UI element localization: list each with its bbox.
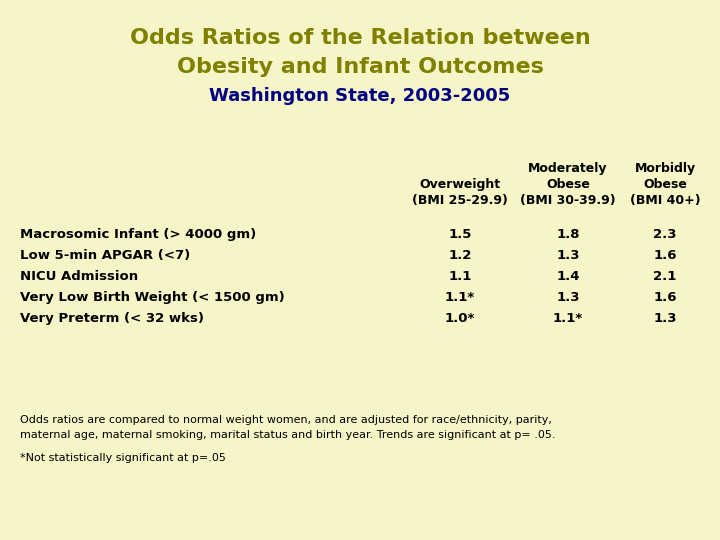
Text: 1.6: 1.6 xyxy=(653,291,677,304)
Text: (BMI 30-39.9): (BMI 30-39.9) xyxy=(520,194,616,207)
Text: Very Low Birth Weight (< 1500 gm): Very Low Birth Weight (< 1500 gm) xyxy=(20,291,284,304)
Text: 1.5: 1.5 xyxy=(449,228,472,241)
Text: Odds ratios are compared to normal weight women, and are adjusted for race/ethni: Odds ratios are compared to normal weigh… xyxy=(20,415,552,425)
Text: Overweight: Overweight xyxy=(420,178,500,191)
Text: Very Preterm (< 32 wks): Very Preterm (< 32 wks) xyxy=(20,312,204,325)
Text: Obese: Obese xyxy=(643,178,687,191)
Text: Obese: Obese xyxy=(546,178,590,191)
Text: maternal age, maternal smoking, marital status and birth year. Trends are signif: maternal age, maternal smoking, marital … xyxy=(20,430,556,440)
Text: 1.2: 1.2 xyxy=(449,249,472,262)
Text: 1.6: 1.6 xyxy=(653,249,677,262)
Text: Macrosomic Infant (> 4000 gm): Macrosomic Infant (> 4000 gm) xyxy=(20,228,256,241)
Text: Low 5-min APGAR (<7): Low 5-min APGAR (<7) xyxy=(20,249,190,262)
Text: (BMI 25-29.9): (BMI 25-29.9) xyxy=(412,194,508,207)
Text: 1.3: 1.3 xyxy=(557,249,580,262)
Text: Morbidly: Morbidly xyxy=(634,162,696,175)
Text: 1.4: 1.4 xyxy=(557,270,580,283)
Text: Odds Ratios of the Relation between: Odds Ratios of the Relation between xyxy=(130,28,590,48)
Text: *Not statistically significant at p=.05: *Not statistically significant at p=.05 xyxy=(20,453,226,463)
Text: 2.1: 2.1 xyxy=(653,270,677,283)
Text: 1.8: 1.8 xyxy=(557,228,580,241)
Text: 1.0*: 1.0* xyxy=(445,312,475,325)
Text: NICU Admission: NICU Admission xyxy=(20,270,138,283)
Text: 1.3: 1.3 xyxy=(557,291,580,304)
Text: 1.1*: 1.1* xyxy=(445,291,475,304)
Text: Moderately: Moderately xyxy=(528,162,608,175)
Text: 1.3: 1.3 xyxy=(653,312,677,325)
Text: (BMI 40+): (BMI 40+) xyxy=(630,194,701,207)
Text: 2.3: 2.3 xyxy=(653,228,677,241)
Text: Obesity and Infant Outcomes: Obesity and Infant Outcomes xyxy=(176,57,544,77)
Text: 1.1: 1.1 xyxy=(449,270,472,283)
Text: Washington State, 2003-2005: Washington State, 2003-2005 xyxy=(210,87,510,105)
Text: 1.1*: 1.1* xyxy=(553,312,583,325)
